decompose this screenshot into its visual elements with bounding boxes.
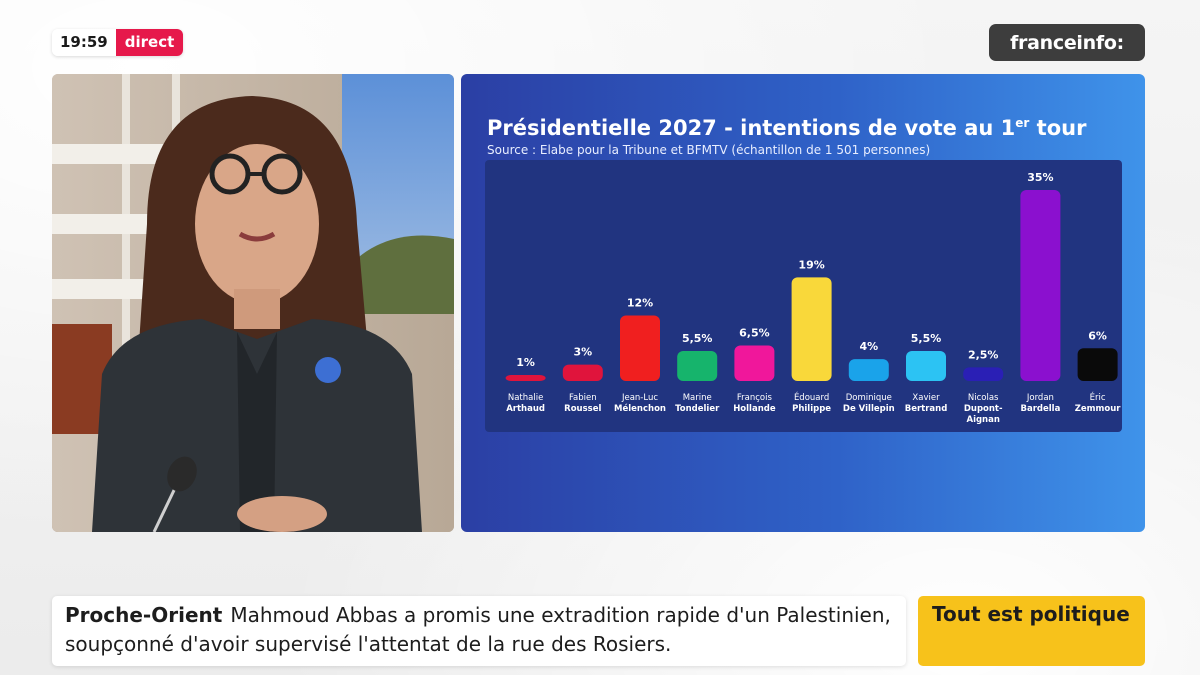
value-label-8: 2,5% (968, 348, 999, 361)
clock-time: 19:59 (52, 29, 116, 56)
category-label-6-0: Dominique (846, 393, 892, 403)
value-label-0: 1% (516, 356, 535, 369)
show-name-badge: Tout est politique (918, 596, 1145, 666)
bar-6 (848, 359, 889, 381)
bar-2 (620, 315, 660, 381)
bar-1 (562, 364, 603, 381)
bar-3 (677, 350, 718, 381)
bar-7 (906, 350, 946, 381)
presenter-video-feed (52, 74, 454, 532)
bar-8 (963, 367, 1004, 381)
show-name: Tout est politique (932, 602, 1130, 626)
presenter-image (52, 74, 454, 532)
category-label-4-1: Hollande (733, 404, 776, 414)
value-label-6: 4% (859, 340, 878, 353)
category-label-0-0: Nathalie (508, 393, 543, 403)
category-label-2-0: Jean-Luc (621, 393, 658, 403)
poll-chart-panel: Présidentielle 2027 - intentions de vote… (461, 74, 1145, 532)
category-label-9-0: Jordan (1026, 393, 1054, 403)
value-label-4: 6,5% (739, 327, 770, 340)
category-label-5-1: Philippe (792, 404, 831, 414)
bar-10 (1077, 348, 1118, 381)
channel-logo-text: franceinfo: (1010, 31, 1124, 54)
live-indicator: direct (115, 29, 184, 56)
category-label-8-1: Dupont- (964, 404, 1003, 414)
category-label-1-1: Roussel (564, 404, 601, 414)
live-time-badge: 19:59 direct (52, 29, 184, 56)
chart-source: Source : Elabe pour la Tribune et BFMTV … (487, 143, 931, 157)
category-label-0-1: Arthaud (506, 404, 545, 414)
news-ticker: Proche-Orient Mahmoud Abbas a promis une … (52, 596, 906, 666)
ticker-headline: Proche-Orient Mahmoud Abbas a promis une … (65, 601, 895, 659)
category-label-2-1: Mélenchon (614, 403, 666, 414)
category-label-7-1: Bertrand (905, 404, 948, 414)
category-label-1-0: Fabien (569, 393, 597, 403)
category-label-10-0: Éric (1090, 391, 1106, 403)
bar-0 (505, 375, 546, 381)
bar-9 (1020, 190, 1061, 381)
ticker-topic: Proche-Orient (65, 603, 223, 627)
bar-5 (791, 277, 832, 381)
plot-area: 1% Nathalie Arthaud 3% Fabien Roussel 12% Jean-… (485, 160, 1122, 432)
value-label-10: 6% (1088, 329, 1107, 342)
value-label-9: 35% (1027, 171, 1053, 184)
value-label-7: 5,5% (911, 332, 942, 345)
category-label-8-2: Aignan (966, 415, 999, 425)
chart-title: Présidentielle 2027 - intentions de vote… (487, 116, 1087, 140)
category-label-8-0: Nicolas (968, 393, 999, 403)
category-label-3-1: Tondelier (675, 404, 720, 414)
category-label-5-0: Édouard (794, 391, 829, 403)
value-label-5: 19% (798, 258, 824, 271)
category-label-10-1: Zemmour (1075, 404, 1122, 414)
category-label-7-0: Xavier (912, 393, 940, 403)
category-label-3-0: Marine (683, 393, 712, 403)
category-label-9-1: Bardella (1020, 404, 1060, 414)
value-label-3: 5,5% (682, 332, 713, 345)
category-label-4-0: François (737, 393, 773, 403)
ticker-text: Mahmoud Abbas a promis une extradition r… (65, 603, 891, 656)
value-label-2: 12% (627, 297, 653, 310)
value-label-1: 3% (573, 346, 592, 359)
channel-logo: franceinfo: (989, 24, 1145, 61)
category-label-6-1: De Villepin (843, 404, 895, 414)
bar-4 (734, 345, 775, 381)
